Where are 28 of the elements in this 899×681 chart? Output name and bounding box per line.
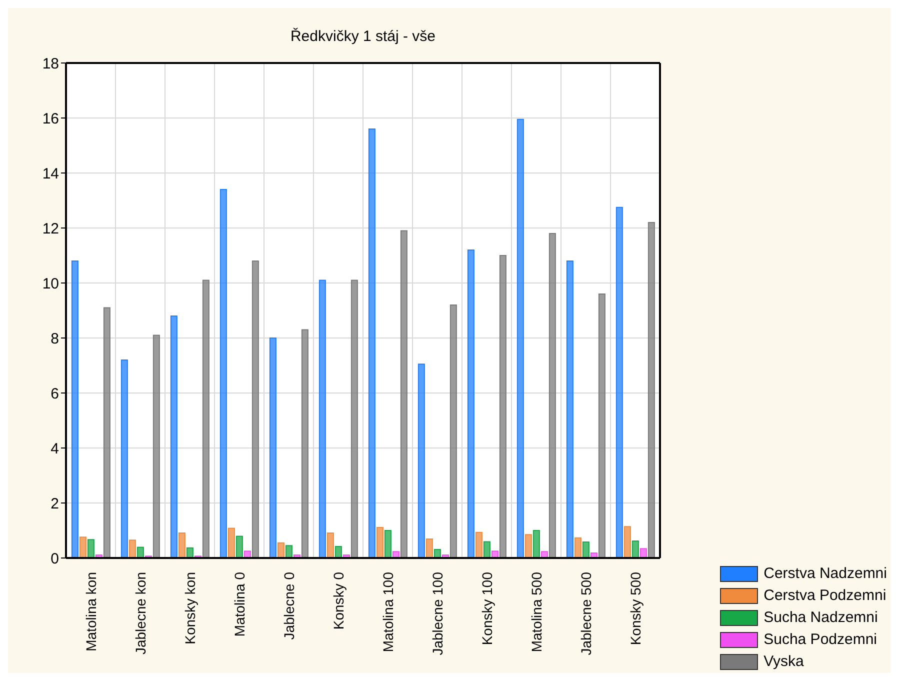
legend-label: Cerstva Podzemni [764, 586, 886, 606]
x-tick-label: Jablecne 0 [280, 572, 297, 640]
x-tick-label: Jablecne 100 [429, 572, 446, 656]
legend-label: Sucha Podzemni [764, 630, 878, 650]
y-tick-label: 10 [42, 275, 59, 292]
legend-label: Sucha Nadzemni [764, 608, 878, 628]
y-tick-label: 4 [50, 440, 59, 458]
y-tick-label: 16 [42, 110, 59, 128]
y-tick-label: 0 [50, 550, 59, 568]
y-tick-label: 8 [50, 330, 59, 348]
x-tick-label: Jablecne 500 [578, 572, 594, 656]
y-tick-label: 2 [50, 495, 59, 512]
y-tick-label: 18 [42, 55, 59, 72]
x-tick-label: Matolina kon [82, 572, 99, 652]
x-tick-label: Konsky 100 [478, 572, 495, 646]
x-tick-label: Matolina 0 [231, 572, 248, 637]
x-tick-label: Matolina 100 [380, 572, 396, 652]
legend-label: Cerstva Nadzemni [764, 564, 887, 584]
x-tick-label: Matolina 500 [528, 572, 544, 652]
x-tick-label: Konsky 500 [627, 572, 644, 646]
x-tick-label: Konsky 0 [330, 572, 346, 630]
x-tick-label: Jablecne kon [132, 572, 148, 655]
y-tick-label: 6 [50, 385, 59, 402]
y-tick-label: 14 [42, 165, 59, 182]
x-tick-label: Konsky kon [182, 572, 198, 644]
legend-label: Vyska [764, 652, 804, 672]
y-tick-label: 12 [42, 220, 59, 238]
chart-title: Ředkvičky 1 stáj - vše [289, 28, 437, 45]
